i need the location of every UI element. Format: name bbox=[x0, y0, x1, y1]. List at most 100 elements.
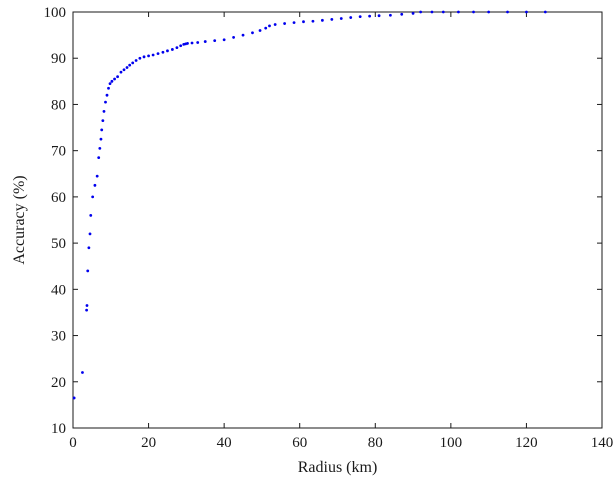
data-point bbox=[104, 100, 107, 104]
y-tick-label: 70 bbox=[51, 144, 66, 160]
data-point bbox=[72, 396, 76, 400]
data-point bbox=[320, 18, 324, 22]
data-point bbox=[134, 59, 138, 62]
data-point bbox=[268, 24, 271, 28]
data-point bbox=[389, 13, 392, 17]
data-point bbox=[400, 12, 404, 16]
plot-area-frame bbox=[72, 11, 603, 429]
y-tick-label: 60 bbox=[51, 190, 66, 206]
data-point bbox=[186, 42, 189, 45]
data-point bbox=[441, 10, 445, 14]
y-tick-label: 50 bbox=[51, 236, 66, 252]
data-point bbox=[430, 10, 434, 14]
data-point bbox=[86, 269, 90, 273]
data-point bbox=[190, 41, 194, 45]
data-point bbox=[487, 10, 491, 14]
data-point bbox=[241, 33, 245, 37]
data-point bbox=[119, 70, 123, 74]
data-point bbox=[264, 26, 268, 30]
data-point bbox=[170, 48, 174, 51]
data-point bbox=[311, 19, 315, 23]
data-point bbox=[88, 232, 92, 236]
data-point bbox=[377, 14, 381, 18]
data-point bbox=[156, 52, 160, 55]
data-point bbox=[151, 53, 155, 57]
data-point bbox=[330, 17, 334, 21]
y-tick-label: 10 bbox=[51, 421, 66, 437]
y-tick-label: 80 bbox=[51, 97, 66, 113]
y-tick-label: 100 bbox=[44, 5, 67, 21]
data-point bbox=[99, 137, 103, 141]
data-point bbox=[89, 213, 93, 217]
data-point bbox=[339, 17, 343, 20]
data-point bbox=[102, 109, 106, 113]
data-point bbox=[110, 79, 114, 83]
data-point bbox=[85, 304, 89, 307]
data-point bbox=[273, 23, 277, 26]
data-point bbox=[457, 10, 460, 14]
y-axis-ticks: 10 20 30 40 50 60 70 80 90 100 bbox=[44, 5, 602, 437]
data-point bbox=[161, 50, 165, 54]
data-point bbox=[525, 10, 528, 14]
data-point bbox=[292, 21, 296, 25]
y-tick-label: 90 bbox=[51, 51, 66, 67]
y-tick-label: 40 bbox=[51, 282, 66, 298]
x-axis-ticks: 0 20 40 60 80 100 120 140 bbox=[69, 12, 613, 451]
data-point bbox=[232, 36, 235, 39]
data-point bbox=[147, 54, 150, 58]
x-tick-label: 140 bbox=[591, 435, 614, 451]
data-point bbox=[258, 29, 262, 32]
data-point bbox=[108, 82, 112, 86]
data-point bbox=[87, 246, 91, 250]
x-tick-label: 120 bbox=[515, 435, 538, 451]
data-point bbox=[213, 39, 217, 43]
data-point bbox=[105, 93, 109, 97]
data-point bbox=[251, 31, 254, 35]
x-tick-label: 20 bbox=[141, 435, 156, 451]
data-point bbox=[179, 44, 183, 48]
data-point bbox=[283, 22, 286, 25]
data-point bbox=[95, 174, 99, 178]
data-point bbox=[175, 46, 179, 49]
x-tick-label: 0 bbox=[69, 435, 77, 451]
x-axis-title: Radius (km) bbox=[298, 459, 378, 476]
data-point bbox=[411, 11, 415, 15]
data-point bbox=[368, 14, 372, 18]
data-point bbox=[128, 63, 132, 67]
data-point bbox=[113, 77, 116, 81]
data-point bbox=[142, 55, 146, 59]
data-point bbox=[166, 49, 169, 53]
y-tick-label: 20 bbox=[51, 375, 66, 391]
data-point bbox=[349, 16, 353, 19]
y-tick-label: 30 bbox=[51, 329, 66, 345]
data-point bbox=[131, 61, 135, 65]
data-point bbox=[419, 10, 423, 14]
data-point bbox=[116, 75, 119, 79]
data-point bbox=[97, 156, 101, 160]
data-point bbox=[203, 40, 207, 43]
x-tick-label: 100 bbox=[440, 435, 463, 451]
data-point bbox=[222, 38, 226, 42]
x-tick-label: 80 bbox=[368, 435, 383, 451]
x-tick-label: 40 bbox=[217, 435, 232, 451]
data-point bbox=[85, 308, 89, 312]
data-point bbox=[101, 119, 105, 123]
data-point bbox=[472, 10, 475, 14]
data-point bbox=[91, 195, 95, 199]
data-point bbox=[302, 20, 305, 24]
data-point bbox=[100, 128, 104, 132]
y-axis-title: Accuracy (%) bbox=[11, 175, 28, 264]
data-point bbox=[122, 68, 126, 72]
data-point bbox=[98, 146, 102, 150]
data-point bbox=[125, 66, 129, 69]
data-point bbox=[506, 10, 509, 14]
data-point bbox=[138, 56, 142, 60]
data-points bbox=[72, 10, 547, 400]
data-point bbox=[543, 10, 547, 14]
x-tick-label: 60 bbox=[292, 435, 307, 451]
data-point bbox=[81, 371, 84, 374]
data-point bbox=[107, 86, 110, 90]
data-point bbox=[196, 41, 200, 44]
